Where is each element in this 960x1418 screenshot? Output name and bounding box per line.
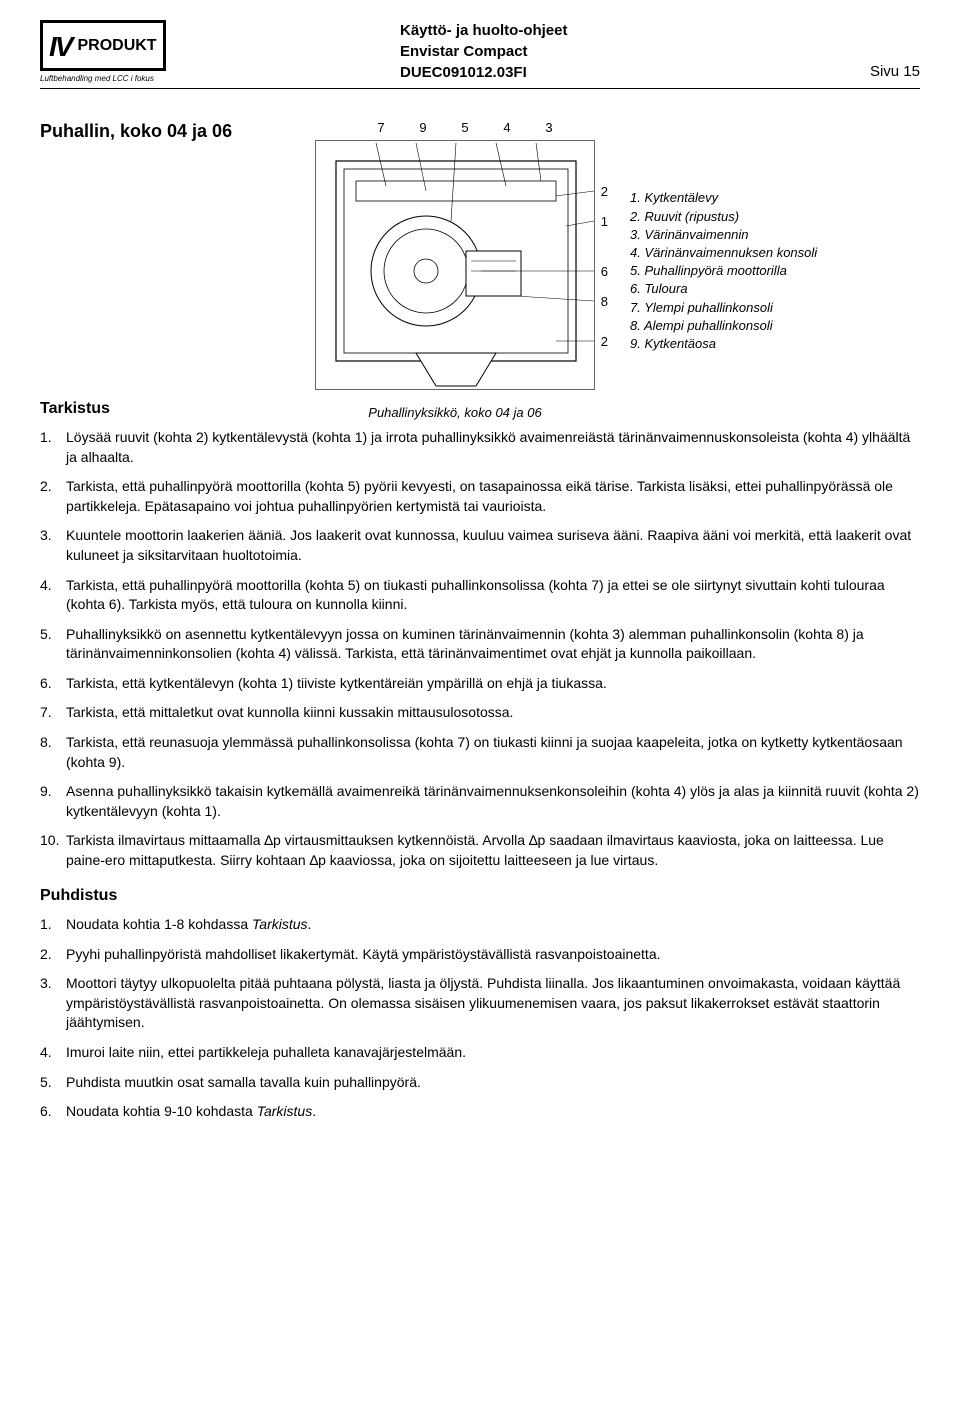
text: Moottori täytyy ulkopuolelta pitää puhta… bbox=[66, 975, 900, 1030]
tarkistus-item: Tarkista ilmavirtaus mittaamalla ∆p virt… bbox=[40, 831, 920, 870]
logo-produkt: PRODUKT bbox=[77, 35, 156, 57]
figure-top-label: 3 bbox=[545, 119, 552, 137]
legend-item: 3. Värinänvaimennin bbox=[630, 226, 817, 244]
legend-item: 8. Alempi puhallinkonsoli bbox=[630, 317, 817, 335]
figure-top-label: 4 bbox=[503, 119, 510, 137]
tarkistus-item: Puhallinyksikkö on asennettu kytkentälev… bbox=[40, 625, 920, 664]
section-title: Puhallin, koko 04 ja 06 bbox=[40, 119, 300, 144]
figure-top-label: 7 bbox=[377, 119, 384, 137]
tarkistus-item: Tarkista, että reunasuoja ylemmässä puha… bbox=[40, 733, 920, 772]
legend-item: 2. Ruuvit (ripustus) bbox=[630, 208, 817, 226]
figure-right-label: 1 bbox=[601, 213, 608, 231]
italic-text: Tarkistus bbox=[252, 916, 308, 932]
puhdistus-heading: Puhdistus bbox=[40, 885, 920, 907]
page-number: Sivu 15 bbox=[840, 61, 920, 84]
header-titles: Käyttö- ja huolto-ohjeet Envistar Compac… bbox=[180, 20, 840, 83]
tarkistus-item: Asenna puhallinyksikkö takaisin kytkemäl… bbox=[40, 782, 920, 821]
figure-caption: Puhallinyksikkö, koko 04 ja 06 bbox=[300, 404, 610, 428]
tarkistus-item: Tarkista, että kytkentälevyn (kohta 1) t… bbox=[40, 674, 920, 694]
figure-top-labels: 7 9 5 4 3 bbox=[300, 119, 610, 139]
logo-iv: IV bbox=[49, 27, 71, 66]
tarkistus-item: Tarkista, että puhallinpyörä moottorilla… bbox=[40, 477, 920, 516]
figure-right-label: 6 bbox=[601, 263, 608, 281]
text: Noudata kohtia 9-10 kohdasta bbox=[66, 1103, 257, 1119]
puhdistus-item: Moottori täytyy ulkopuolelta pitää puhta… bbox=[40, 974, 920, 1033]
header-doc-id: DUEC091012.03FI bbox=[400, 62, 840, 83]
legend-item: 9. Kytkentäosa bbox=[630, 335, 817, 353]
header-title-2: Envistar Compact bbox=[400, 41, 840, 62]
text: Pyyhi puhallinpyöristä mahdolliset likak… bbox=[66, 946, 661, 962]
figure-wrap: 7 9 5 4 3 bbox=[300, 119, 610, 389]
header-title-1: Käyttö- ja huolto-ohjeet bbox=[400, 20, 840, 41]
page-header: IV PRODUKT Luftbehandling med LCC i foku… bbox=[40, 20, 920, 89]
tarkistus-item: Tarkista, että mittaletkut ovat kunnolla… bbox=[40, 703, 920, 723]
figure-diagram: 2 1 6 8 2 bbox=[315, 140, 595, 390]
figure-right-label: 2 bbox=[601, 333, 608, 351]
text: . bbox=[308, 916, 312, 932]
tarkistus-item: Kuuntele moottorin laakerien ääniä. Jos … bbox=[40, 526, 920, 565]
legend-item: 4. Värinänvaimennuksen konsoli bbox=[630, 244, 817, 262]
text: . bbox=[312, 1103, 316, 1119]
logo-block: IV PRODUKT Luftbehandling med LCC i foku… bbox=[40, 20, 180, 84]
tarkistus-heading: Tarkistus bbox=[40, 398, 300, 420]
puhdistus-item: Noudata kohtia 1-8 kohdassa Tarkistus. bbox=[40, 915, 920, 935]
tarkistus-item: Tarkista, että puhallinpyörä moottorilla… bbox=[40, 576, 920, 615]
fan-unit-svg bbox=[316, 141, 596, 391]
legend-item: 7. Ylempi puhallinkonsoli bbox=[630, 299, 817, 317]
tarkistus-item: Löysää ruuvit (kohta 2) kytkentälevystä … bbox=[40, 428, 920, 467]
legend-item: 1. Kytkentälevy bbox=[630, 189, 817, 207]
puhdistus-item: Puhdista muutkin osat samalla tavalla ku… bbox=[40, 1073, 920, 1093]
figure-top-label: 5 bbox=[461, 119, 468, 137]
puhdistus-item: Imuroi laite niin, ettei partikkeleja pu… bbox=[40, 1043, 920, 1063]
figure-right-label: 2 bbox=[601, 183, 608, 201]
logo-tagline: Luftbehandling med LCC i fokus bbox=[40, 73, 180, 84]
legend-item: 5. Puhallinpyörä moottorilla bbox=[630, 262, 817, 280]
tarkistus-list: Löysää ruuvit (kohta 2) kytkentälevystä … bbox=[40, 428, 920, 871]
logo-box: IV PRODUKT bbox=[40, 20, 166, 71]
legend-item: 6. Tuloura bbox=[630, 280, 817, 298]
text: Puhdista muutkin osat samalla tavalla ku… bbox=[66, 1074, 421, 1090]
italic-text: Tarkistus bbox=[257, 1103, 313, 1119]
puhdistus-item: Noudata kohtia 9-10 kohdasta Tarkistus. bbox=[40, 1102, 920, 1122]
puhdistus-item: Pyyhi puhallinpyöristä mahdolliset likak… bbox=[40, 945, 920, 965]
text: Imuroi laite niin, ettei partikkeleja pu… bbox=[66, 1044, 466, 1060]
text: Noudata kohtia 1-8 kohdassa bbox=[66, 916, 252, 932]
figure-legend: 1. Kytkentälevy 2. Ruuvit (ripustus) 3. … bbox=[610, 119, 817, 353]
figure-top-label: 9 bbox=[419, 119, 426, 137]
puhdistus-list: Noudata kohtia 1-8 kohdassa Tarkistus. P… bbox=[40, 915, 920, 1122]
figure-right-label: 8 bbox=[601, 293, 608, 311]
